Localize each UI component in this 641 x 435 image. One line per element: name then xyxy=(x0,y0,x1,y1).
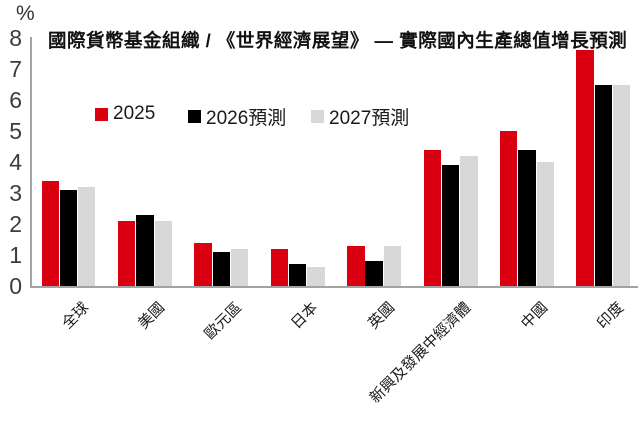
legend-swatch xyxy=(311,110,324,123)
bar xyxy=(536,162,554,286)
y-axis-unit-label: % xyxy=(16,2,35,25)
x-category-label: 中國 xyxy=(517,299,551,333)
bar xyxy=(41,180,59,286)
x-category-label: 美國 xyxy=(135,299,169,333)
bar xyxy=(117,220,136,286)
bar xyxy=(460,155,478,286)
bar xyxy=(594,84,613,286)
y-tick-label: 3 xyxy=(9,180,22,206)
bar xyxy=(194,242,212,286)
y-tick-label: 5 xyxy=(9,118,22,144)
x-category-label: 日本 xyxy=(288,299,322,333)
legend-label: 2026預測 xyxy=(206,108,287,129)
legend-swatch xyxy=(95,107,108,121)
y-tick-label: 1 xyxy=(9,242,22,268)
x-category-label: 英國 xyxy=(364,299,398,333)
bar xyxy=(289,264,307,286)
bar xyxy=(423,149,441,286)
y-tick-label: 0 xyxy=(9,273,22,299)
bar xyxy=(230,248,249,286)
x-category-label: 印度 xyxy=(593,299,628,333)
bar xyxy=(441,165,460,286)
bar xyxy=(154,220,172,286)
y-tick-label: 7 xyxy=(9,56,22,82)
bar xyxy=(270,248,289,286)
x-axis-line xyxy=(30,286,638,288)
legend-item: 2027預測 xyxy=(311,103,409,130)
legend-label: 2027預測 xyxy=(329,108,410,129)
legend-swatch xyxy=(188,110,201,123)
bar xyxy=(518,149,536,286)
bar xyxy=(59,189,78,286)
x-category-label: 全球 xyxy=(58,299,93,333)
bar xyxy=(365,261,383,286)
y-tick-label: 2 xyxy=(9,211,22,237)
legend-label: 2025 xyxy=(113,103,156,124)
bar xyxy=(576,50,594,286)
legend-item: 2026預測 xyxy=(188,103,286,130)
x-category-label: 歐元區 xyxy=(201,299,245,343)
bar xyxy=(613,84,631,286)
chart-title: 國際貨幣基金組織 / 《世界經濟展望》 — 實際國內生產總值增長預測 xyxy=(48,30,628,51)
y-axis-line xyxy=(30,37,32,286)
y-tick-label: 4 xyxy=(9,149,22,175)
bar xyxy=(500,131,518,286)
bar xyxy=(136,214,154,286)
y-tick-label: 6 xyxy=(9,87,22,113)
legend-item: 2025 xyxy=(95,103,155,125)
y-tick-label: 8 xyxy=(9,25,22,51)
bar xyxy=(383,245,402,286)
bar xyxy=(307,267,325,286)
bar xyxy=(78,186,96,286)
bar xyxy=(347,245,365,286)
bar xyxy=(212,251,231,286)
